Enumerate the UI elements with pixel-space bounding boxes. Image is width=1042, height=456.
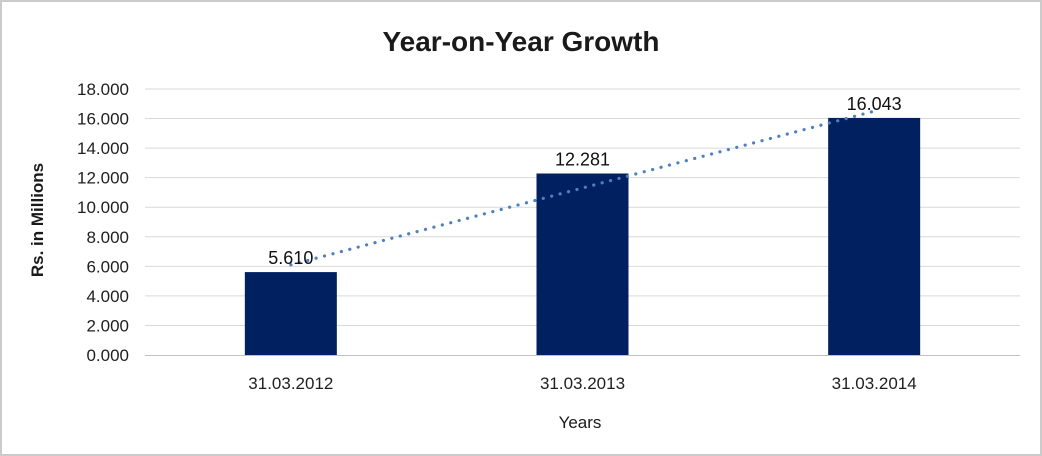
y-tick-label: 0.000: [86, 346, 129, 365]
bar-data-label: 5.610: [268, 248, 313, 268]
y-tick-label: 4.000: [86, 287, 129, 306]
x-axis-title: Years: [558, 413, 602, 432]
bar: [244, 272, 337, 355]
y-tick-label: 10.000: [77, 198, 129, 217]
x-tick-label: 31.03.2012: [248, 374, 333, 393]
bar: [536, 173, 629, 355]
x-tick-label: 31.03.2014: [832, 374, 917, 393]
x-tick-label: 31.03.2013: [540, 374, 625, 393]
bar-data-label: 16.043: [847, 94, 902, 114]
y-tick-label: 12.000: [77, 169, 129, 188]
y-tick-label: 8.000: [86, 228, 129, 247]
y-tick-label: 14.000: [77, 139, 129, 158]
y-tick-label: 18.000: [77, 80, 129, 99]
bar: [828, 117, 921, 356]
chart-title: Year-on-Year Growth: [382, 26, 660, 57]
y-tick-label: 16.000: [77, 110, 129, 129]
y-tick-label: 2.000: [86, 316, 129, 335]
y-tick-label: 6.000: [86, 257, 129, 276]
bar-data-label: 12.281: [555, 150, 610, 170]
